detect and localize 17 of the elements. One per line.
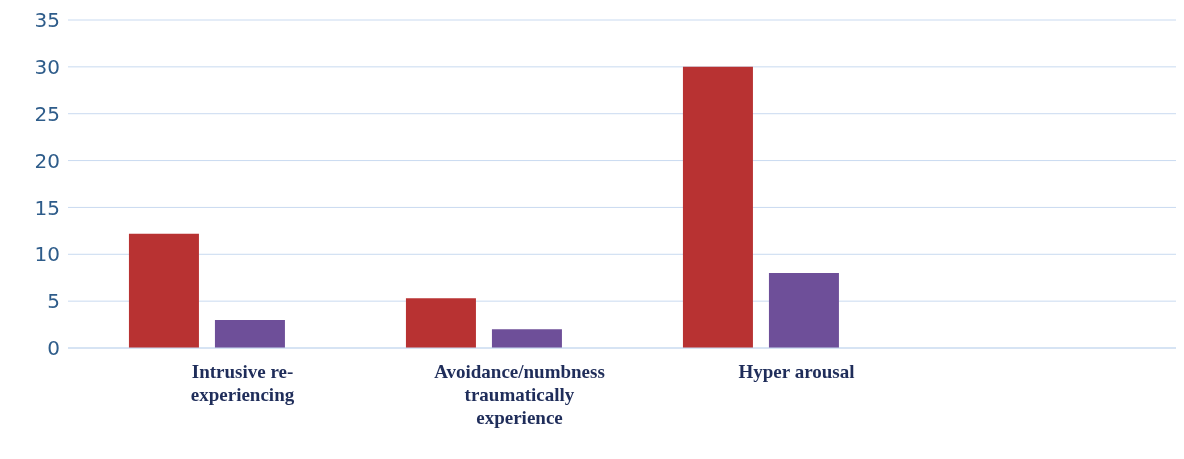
y-tick-label: 30 xyxy=(34,54,60,79)
y-tick-label: 35 xyxy=(34,8,60,33)
bar xyxy=(491,329,562,348)
y-tick-label: 0 xyxy=(47,336,60,361)
y-tick-label: 20 xyxy=(34,148,60,173)
y-tick-label: 25 xyxy=(34,101,60,126)
y-tick-label: 5 xyxy=(47,289,60,314)
bar xyxy=(405,298,476,348)
bar xyxy=(128,233,199,348)
bar xyxy=(768,273,839,348)
bar xyxy=(214,319,285,348)
x-tick-label: Intrusive re-experiencing xyxy=(190,361,295,405)
bar xyxy=(682,66,753,348)
x-tick-label: Hyper arousal xyxy=(738,361,855,382)
x-tick-label: Avoidance/numbness traumatically experience xyxy=(434,361,605,428)
y-tick-label: 10 xyxy=(34,242,60,267)
y-tick-label: 15 xyxy=(34,195,60,220)
